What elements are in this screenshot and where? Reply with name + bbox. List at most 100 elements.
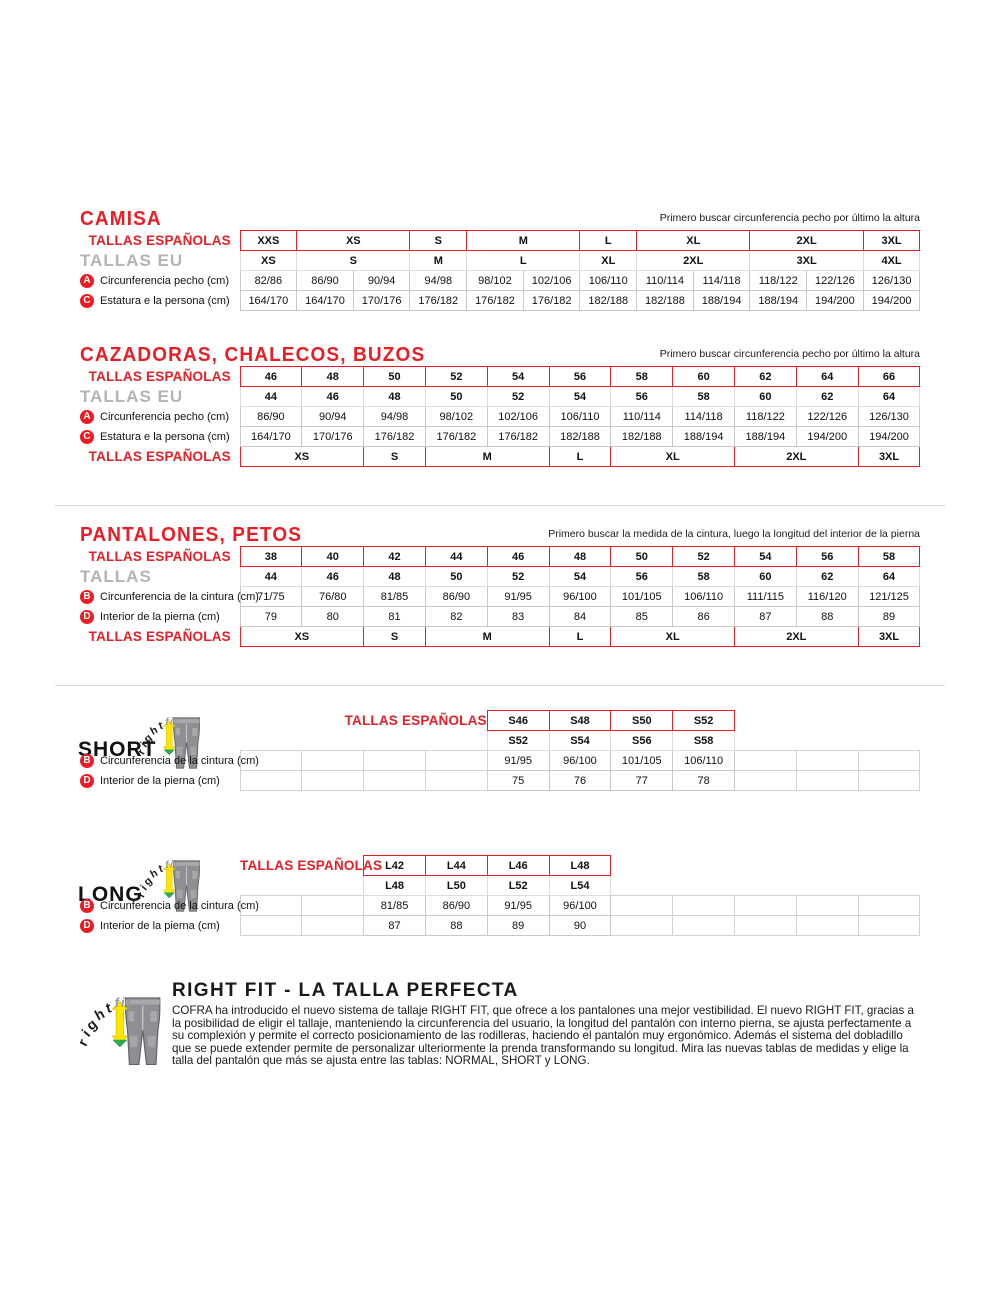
es-size-S46: S46 [486,710,550,731]
table-row: A Circunferencia pecho (cm) 82/86 86/90 90/9… [80,270,921,291]
cell-b-2: 81/85 [363,586,426,607]
table-short: TALLAS ESPAÑOLAS S46 S48 S50 S52 S52 S54 S56 S58… [80,710,921,791]
eu-size-58: 58 [672,566,735,587]
es-size-56: 56 [795,546,859,567]
table-row: B Circunferencia de la cintura (cm) 81/85 8… [80,895,921,916]
eu-size-52: 52 [486,386,550,407]
label-tallas-eu: TALLAS [80,566,152,586]
svg-text:t: t [173,716,179,728]
es-size-L: L [579,230,638,251]
cell-empty [857,770,921,791]
row-label-d: D Interior de la pierna (cm) [80,771,240,791]
eu-size-54: 54 [548,386,612,407]
row-label-d: D Interior de la pierna (cm) [80,916,240,936]
cell-a-7: 110/114 [636,270,694,291]
row-label-text: Circunferencia de la cintura (cm) [100,590,259,603]
section-hint: Primero buscar circunferencia pecho por … [659,212,920,224]
cell-b-1: 96/100 [548,750,612,771]
eu-size-60: 60 [734,566,797,587]
cell-a-5: 106/110 [548,406,612,427]
cell-c-2: 170/176 [352,290,411,311]
table-row: D Interior de la pierna (cm) 87 88 89 90 [80,915,921,936]
cell-c-2: 176/182 [363,426,426,447]
footer-size-XS: XS [239,626,365,647]
cell-empty [857,750,921,771]
row-label-text: Interior de la pierna (cm) [100,919,220,932]
table-row: D Interior de la pierna (cm) 75 76 77 78 [80,770,921,791]
cell-b-3: 106/110 [672,750,736,771]
footer-size-L: L [548,626,612,647]
row-label-d: D Interior de la pierna (cm) [80,607,240,627]
cell-empty [734,915,797,936]
cell-empty [795,750,859,771]
eu-size-M: M [409,250,468,271]
eu-size-48: 48 [363,386,426,407]
svg-text:r: r [135,890,148,900]
footer-size-M: M [424,626,550,647]
cell-a-0: 82/86 [239,270,298,291]
header-row-es: TALLAS ESPAÑOLAS XXS XS S M L XL 2XL 3XL [80,230,921,251]
eu-size-L: L [466,250,581,271]
svg-text:f: f [165,860,171,871]
size-table: TALLAS ESPAÑOLAS 46 48 50 52 54 56 58 60 62 64 66 TA… [80,366,921,467]
es-size-L46: L46 [486,855,550,876]
cell-d-10: 89 [857,606,921,627]
cell-b-0: 81/85 [363,895,426,916]
cell-a-9: 122/126 [795,406,859,427]
cell-b-5: 96/100 [548,586,612,607]
footer-size-XS: XS [239,446,365,467]
svg-text:t: t [157,720,164,733]
es-size-S50: S50 [610,710,674,731]
rightfit-logo-long: r i g h t f i t [135,845,215,917]
cell-c-3: 176/182 [409,290,468,311]
cell-c-4: 176/182 [486,426,550,447]
cell-b-10: 121/125 [857,586,921,607]
es-size-46: 46 [239,366,303,387]
svg-text:i: i [139,883,150,893]
es-size-L48: L48 [548,855,612,876]
cell-b-3: 96/100 [548,895,612,916]
table-camisa: TALLAS ESPAÑOLAS XXS XS S M L XL 2XL 3XL TALLAS E… [80,230,921,311]
cell-empty [239,770,303,791]
row-label-text: Circunferencia pecho (cm) [100,410,229,423]
badge-b-icon: B [80,753,94,768]
spacer [240,731,302,751]
spacer [796,711,858,731]
cell-a-8: 114/118 [692,270,751,291]
es-size-50: 50 [363,366,426,387]
section-title: PANTALONES, PETOS [80,524,303,546]
cell-c-8: 188/194 [734,426,797,447]
cell-d-9: 88 [795,606,859,627]
es-size-48: 48 [548,546,612,567]
spacer [611,876,673,896]
eu-size-L54: L54 [548,875,612,896]
cell-empty [301,750,365,771]
es-size-L42: L42 [363,855,426,876]
eu-size-L48: L48 [363,875,426,896]
section-hint: Primero buscar circunferencia pecho por … [659,348,920,360]
cell-empty [734,895,797,916]
cell-b-8: 111/115 [734,586,797,607]
eu-size-S54: S54 [548,730,612,751]
cell-b-0: 91/95 [486,750,550,771]
footer-size-M: M [424,446,550,467]
spacer [735,731,797,751]
es-size-60: 60 [672,366,735,387]
es-size-46: 46 [486,546,550,567]
row-label-b: B Circunferencia de la cintura (cm) [80,896,259,916]
cell-b-3: 86/90 [424,586,488,607]
es-size-3XL: 3XL [862,230,921,251]
section-title: CAZADORAS, CHALECOS, BUZOS [80,344,426,366]
cell-a-1: 90/94 [301,406,365,427]
rightfit-logo-icon: r i g h t f i t [135,859,200,912]
spacer [858,711,920,731]
eu-size-S: S [296,250,411,271]
cell-empty [672,895,736,916]
cell-d-5: 84 [548,606,612,627]
spacer [240,876,302,896]
svg-text:f: f [165,717,171,728]
cell-c-4: 176/182 [466,290,524,311]
size-table: TALLAS ESPAÑOLAS XXS XS S M L XL 2XL 3XL TALLAS E… [80,230,921,311]
footer-size-L: L [548,446,612,467]
svg-text:h: h [148,724,159,738]
